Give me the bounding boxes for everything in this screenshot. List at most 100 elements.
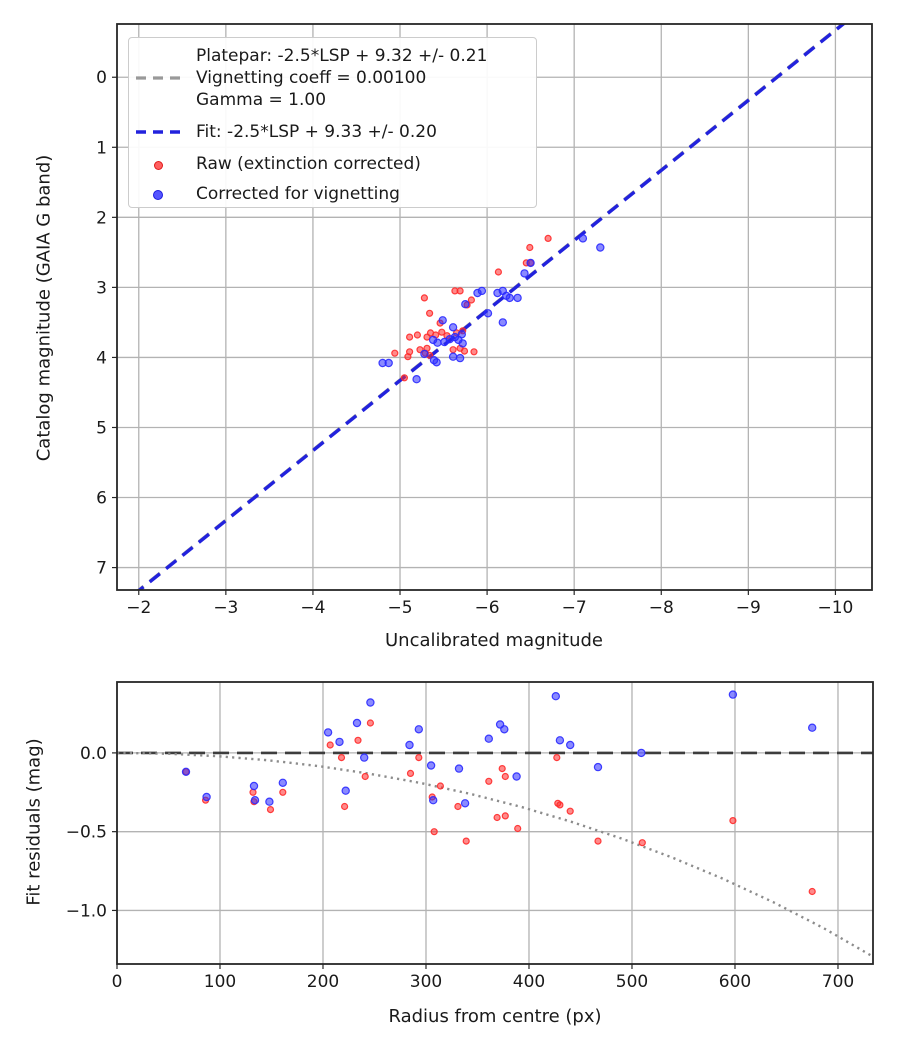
scatter-point: [448, 352, 458, 361]
scatter-point: [414, 725, 423, 734]
scatter-point: [426, 761, 436, 770]
y-tick-label: 3: [96, 278, 107, 298]
scatter-point: [470, 348, 478, 356]
scatter-point: [460, 347, 469, 355]
scatter-point: [432, 358, 441, 367]
scatter-point: [454, 764, 464, 773]
scatter-point: [501, 812, 509, 820]
x-tick-label: −3: [213, 598, 238, 618]
plot-border: [116, 23, 873, 591]
scatter-point: [484, 734, 493, 743]
y-tick-label: 4: [96, 348, 107, 368]
scatter-point: [433, 338, 442, 347]
x-tick-label: −7: [562, 598, 587, 618]
x-tick-label: −2: [126, 598, 151, 618]
series-raw: [391, 234, 552, 382]
x-tick-label: −4: [300, 598, 325, 618]
scatter-point: [250, 796, 260, 805]
x-tick-label: 400: [513, 972, 545, 992]
scatter-point: [500, 725, 509, 734]
plot-data-area: [117, 751, 873, 959]
scatter-point: [366, 698, 375, 707]
scatter-point: [352, 718, 362, 728]
scatter-point: [483, 309, 493, 318]
scatter-point: [551, 692, 561, 701]
series-corrected: [378, 234, 605, 384]
scatter-point: [360, 753, 369, 762]
scatter-point: [477, 286, 487, 296]
scatter-point: [514, 824, 522, 833]
scatter-point: [729, 816, 737, 825]
scatter-point: [462, 837, 470, 845]
scatter-point: [526, 258, 535, 268]
scatter-point: [202, 792, 211, 802]
scatter-point: [596, 243, 605, 252]
x-tick-label: −10: [817, 598, 853, 618]
scatter-point: [181, 767, 191, 777]
scatter-point: [249, 788, 257, 796]
legend-platepar-line1: Platepar: -2.5*LSP + 9.32 +/- 0.21: [196, 46, 488, 66]
scatter-point: [520, 269, 529, 278]
scatter-point: [460, 799, 470, 808]
scatter-point: [436, 782, 444, 790]
fit-dash-key-icon: [136, 130, 180, 134]
scatter-point: [566, 740, 575, 750]
scatter-point: [808, 723, 817, 732]
scatter-point: [406, 333, 414, 341]
x-tick-label: −8: [649, 598, 674, 618]
scatter-point: [513, 293, 522, 303]
plot-data-area: [136, 24, 846, 590]
scatter-point: [578, 234, 588, 243]
x-tick-label: 500: [616, 972, 648, 992]
x-tick-label: 100: [204, 972, 236, 992]
scatter-point: [415, 753, 423, 762]
scatter-point: [413, 331, 421, 339]
scatter-point: [420, 294, 428, 302]
series-corrected: [181, 690, 817, 808]
y-tick-label: 5: [96, 418, 107, 438]
scatter-point: [430, 828, 438, 836]
scatter-point: [406, 348, 414, 356]
legend-corrected-label: Corrected for vignetting: [196, 184, 400, 204]
scatter-point: [405, 740, 414, 750]
scatter-point: [266, 805, 275, 814]
x-tick-label: 200: [307, 972, 339, 992]
tick-labels: 0 100 200 300 400 500 600 700 0.0 −0.5 −1.0: [66, 744, 854, 992]
scatter-point: [526, 243, 534, 252]
scatter-point: [249, 781, 259, 791]
y-tick-label: 7: [96, 559, 107, 579]
series-raw: [182, 719, 816, 896]
scatter-point: [808, 887, 816, 896]
scatter-point: [354, 736, 362, 744]
scatter-point: [593, 762, 603, 772]
scatter-point: [455, 353, 465, 363]
y-tick-label: 0: [96, 68, 107, 88]
y-tick-label: 2: [96, 208, 107, 228]
scatter-point: [454, 802, 462, 811]
x-tick-label: 700: [822, 972, 854, 992]
scatter-point: [412, 375, 421, 384]
scatter-point: [553, 753, 561, 762]
residuals-plot: 0 100 200 300 400 500 600 700 0.0 −0.5 −1.0: [66, 681, 874, 992]
top-yaxis-label: Catalog magnitude (GAIA G band): [34, 155, 55, 462]
scatter-point: [505, 293, 514, 303]
y-tick-label: 1: [96, 138, 107, 158]
scatter-point: [594, 837, 602, 845]
scatter-point: [456, 287, 464, 295]
scatter-point: [323, 728, 333, 737]
scatter-point: [265, 797, 274, 806]
scatter-point: [438, 316, 447, 325]
scatter-point: [426, 309, 434, 317]
tick-marks: [112, 76, 837, 595]
legend-fit-label: Fit: -2.5*LSP + 9.33 +/- 0.20: [196, 122, 437, 142]
scatter-point: [728, 690, 738, 699]
bottom-xaxis-label: Radius from centre (px): [388, 1006, 601, 1027]
scatter-point: [544, 234, 552, 242]
scatter-point: [341, 802, 349, 811]
scatter-point: [384, 358, 393, 368]
scatter-point: [461, 300, 470, 309]
corrected-marker-key-icon: [153, 190, 163, 200]
scatter-point: [448, 323, 458, 332]
scatter-point: [366, 719, 374, 727]
